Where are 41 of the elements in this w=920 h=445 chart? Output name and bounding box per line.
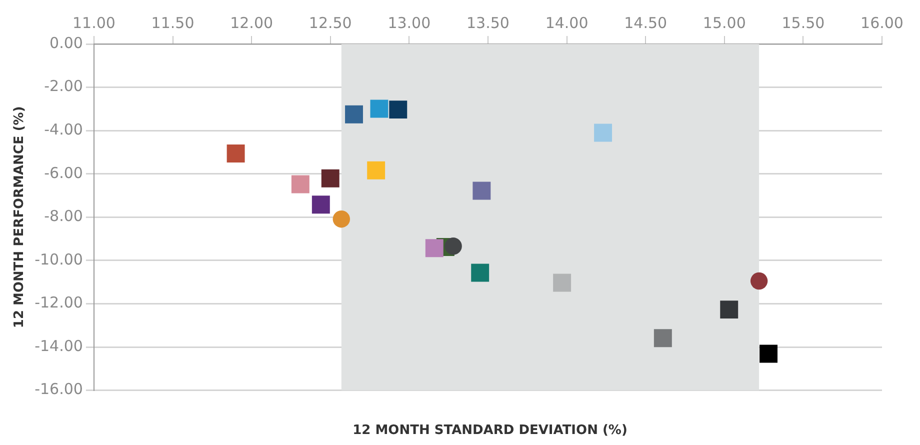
- point: [370, 100, 388, 118]
- point: [332, 210, 350, 228]
- point: [345, 105, 363, 124]
- point: [312, 196, 330, 214]
- point: [367, 161, 386, 180]
- x-tick-label: 11.50: [151, 14, 194, 32]
- point: [321, 169, 340, 188]
- y-tick-label: -16.00: [34, 380, 83, 398]
- x-tick-label: 15.50: [782, 14, 825, 32]
- point: [654, 329, 672, 348]
- x-tick-label: 11.00: [72, 14, 116, 32]
- y-tick-label: -8.00: [44, 207, 83, 226]
- x-tick-label: 13.00: [388, 14, 431, 32]
- x-tick-label: 15.00: [702, 14, 746, 32]
- point: [760, 344, 778, 363]
- point: [472, 182, 491, 200]
- y-tick-label: 0.00: [50, 34, 83, 52]
- y-tick-label: -6.00: [44, 164, 83, 182]
- x-tick-label: 12.00: [230, 14, 274, 32]
- point: [471, 264, 490, 282]
- point: [444, 238, 462, 255]
- y-tick-label: -12.00: [34, 294, 83, 312]
- y-tick-label: -4.00: [44, 120, 83, 138]
- point: [389, 100, 408, 119]
- x-axis-title: 12 MONTH STANDARD DEVIATION (%): [352, 423, 628, 438]
- point: [553, 274, 572, 292]
- x-tick-label: 12.50: [308, 14, 352, 32]
- x-tick-label: 14.50: [624, 14, 668, 32]
- point: [226, 144, 245, 162]
- x-tick-label: 14.00: [545, 14, 588, 32]
- point: [594, 124, 612, 142]
- point: [720, 300, 738, 319]
- point: [425, 239, 444, 258]
- point: [750, 272, 768, 290]
- x-tick-label: 13.50: [466, 14, 510, 32]
- x-tick-label: 16.00: [860, 14, 904, 32]
- y-axis-title: 12 MONTH PERFORMANCE (%): [12, 106, 28, 328]
- y-tick-label: -2.00: [44, 77, 83, 96]
- y-tick-label: -14.00: [34, 336, 83, 355]
- y-tick-label: -10.00: [34, 250, 83, 268]
- point: [291, 175, 310, 194]
